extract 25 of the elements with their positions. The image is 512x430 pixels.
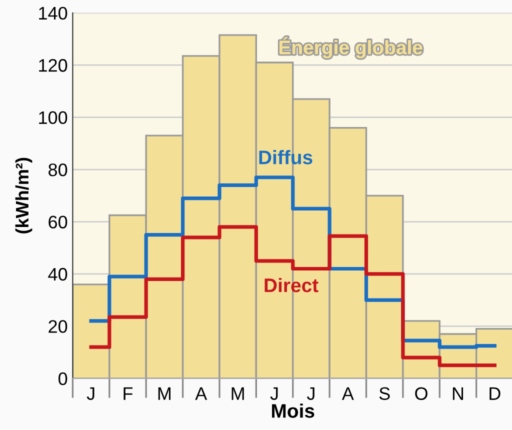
x-axis-title: Mois	[272, 404, 314, 418]
x-tick-label: S	[379, 387, 390, 400]
y-tick-label: 40	[48, 268, 68, 281]
x-tick-label: O	[415, 387, 428, 400]
y-axis-title: (kWh/m²)	[15, 158, 32, 234]
y-tick-label: 100	[39, 111, 68, 124]
x-tick-label: M	[158, 387, 170, 400]
series-label: Diffus	[259, 150, 312, 164]
y-tick-label: 80	[48, 163, 68, 176]
y-tick-label: 60	[48, 216, 68, 228]
x-tick-label: N	[452, 387, 464, 400]
x-tick-label: J	[270, 387, 278, 400]
x-tick-label: A	[195, 387, 208, 400]
x-tick-label: A	[342, 387, 354, 400]
y-tick-label: 20	[48, 320, 68, 333]
x-tick-label: D	[490, 387, 500, 400]
y-tick-label: 0	[58, 372, 68, 386]
series-label: Énergie globale	[279, 36, 422, 58]
y-tick-label: 120	[39, 59, 68, 72]
x-tick-label: M	[232, 387, 244, 400]
x-tick-label: F	[124, 387, 133, 400]
y-tick-label: 140	[39, 6, 68, 20]
series-label: Direct	[264, 278, 318, 292]
x-tick-label: J	[86, 387, 94, 400]
x-tick-label: J	[306, 387, 314, 400]
